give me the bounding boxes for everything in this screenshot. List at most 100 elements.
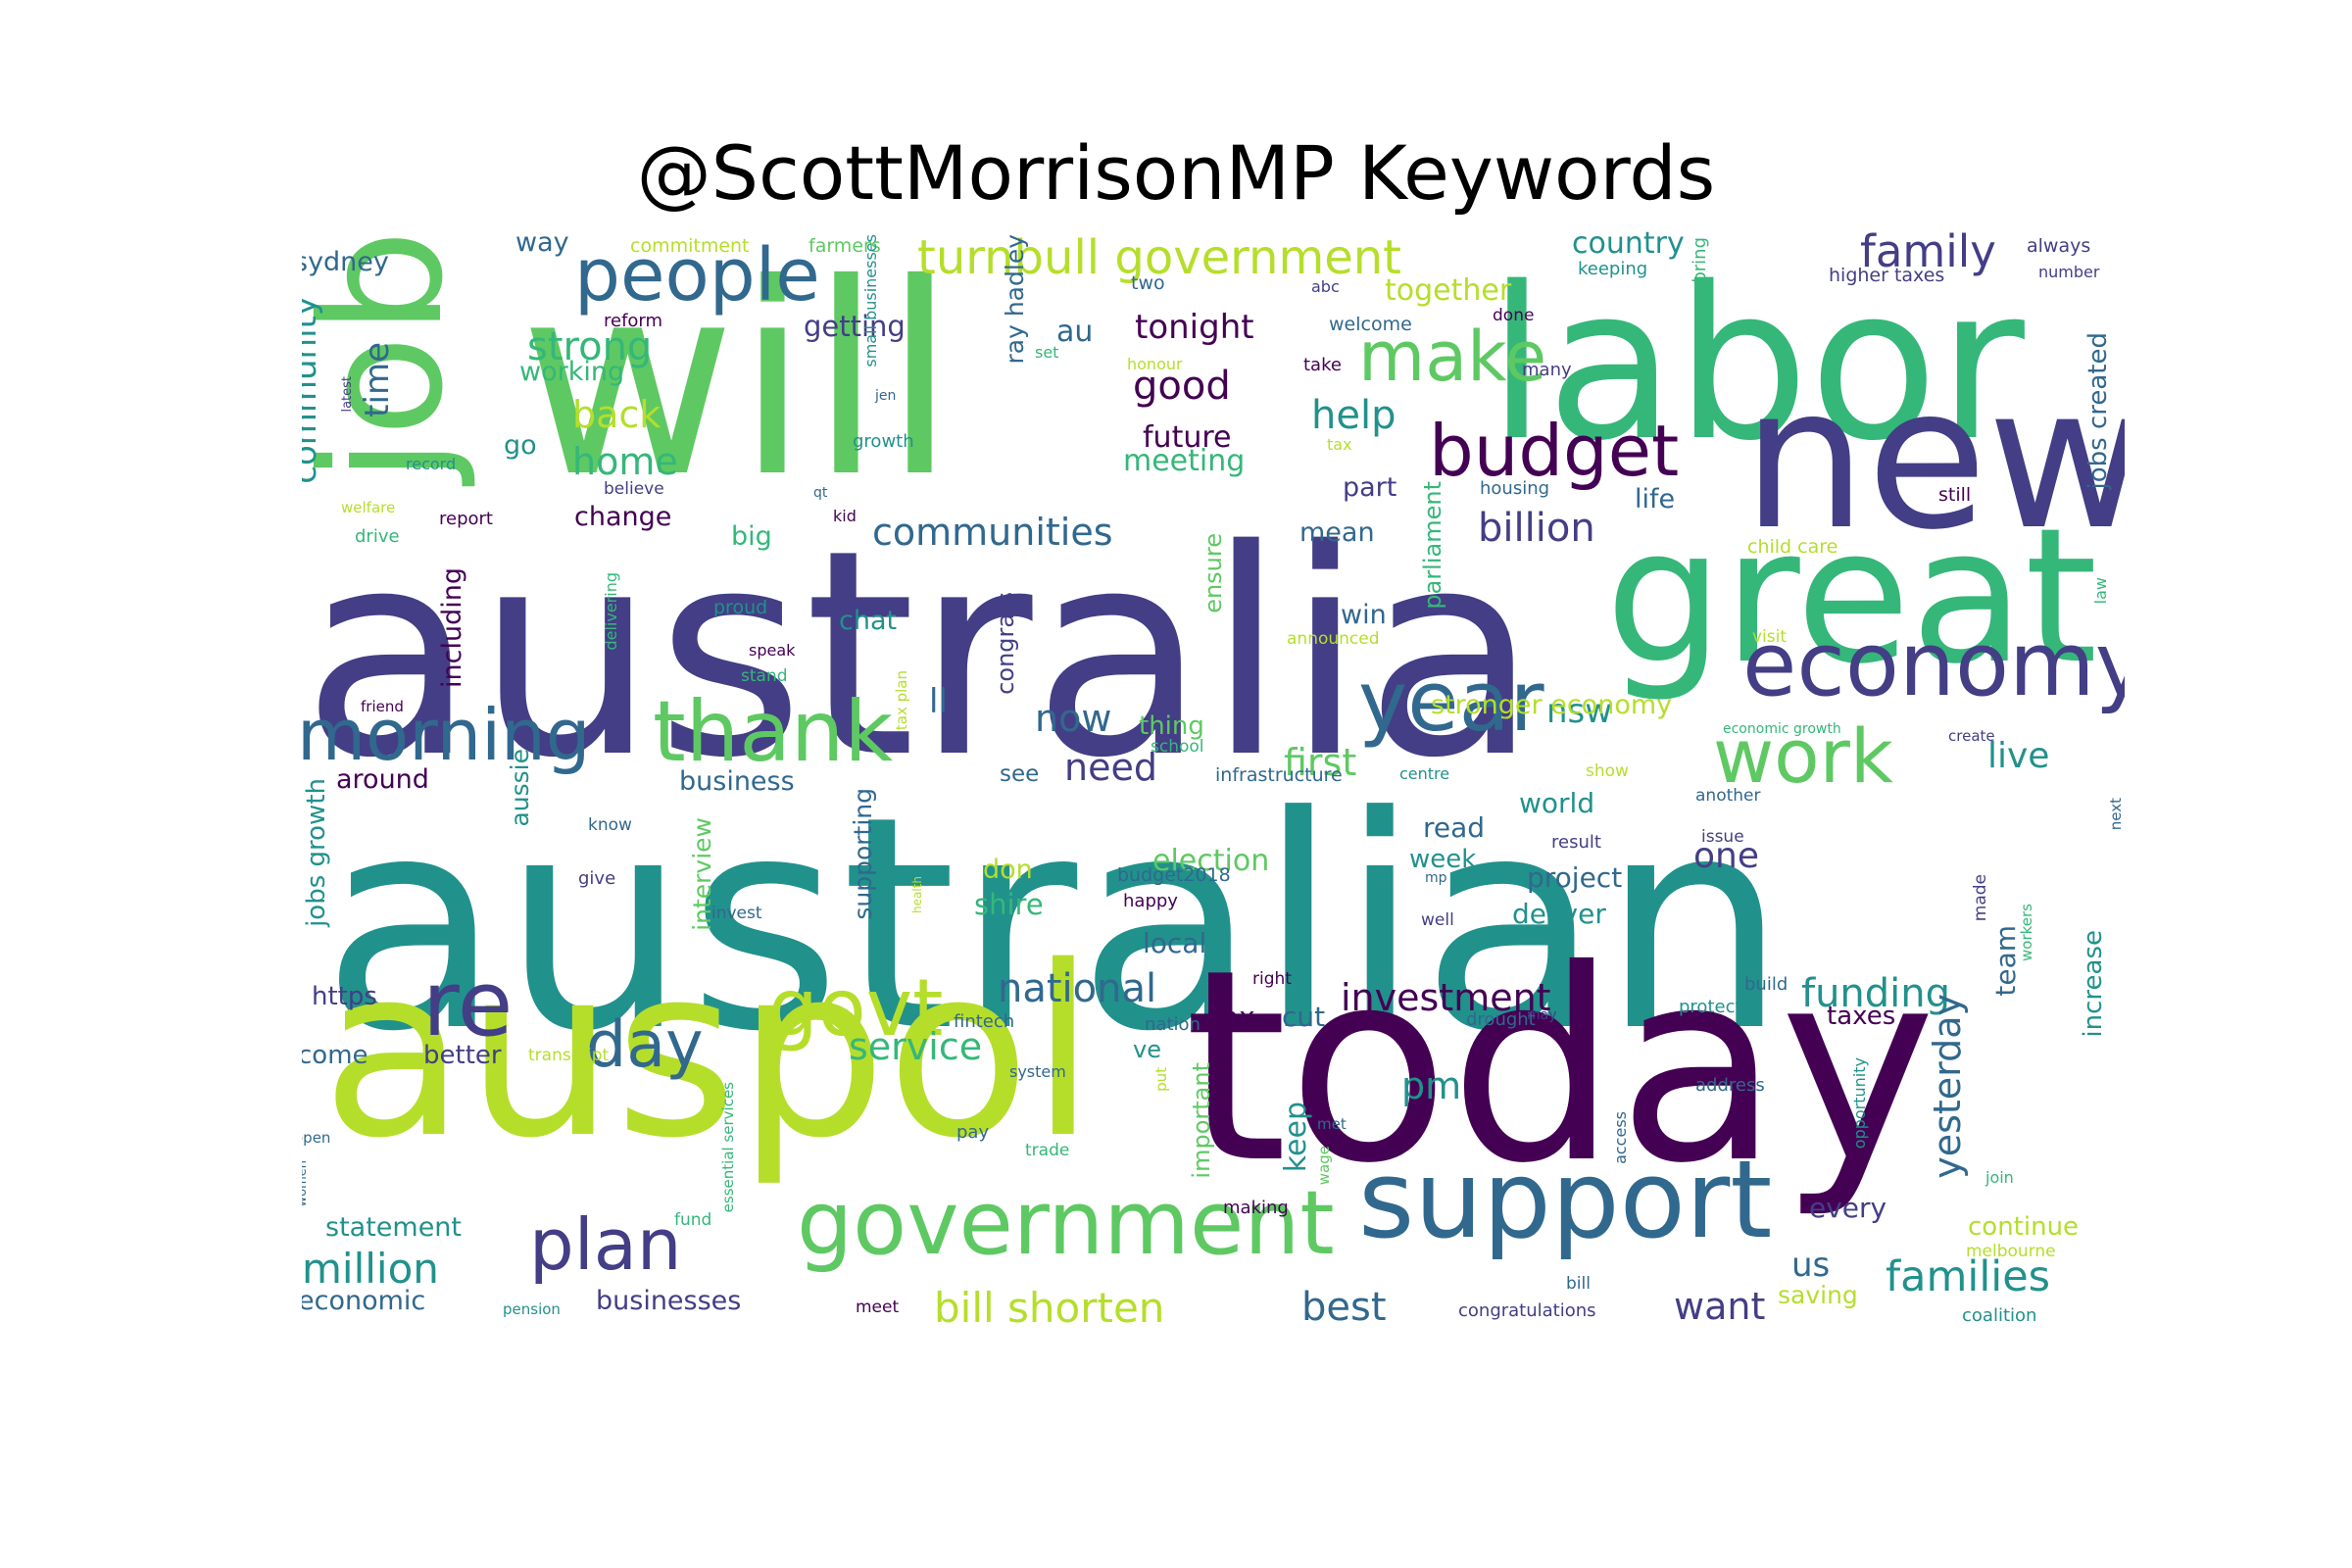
word-people: people [574,233,820,318]
word-parliament: parliament [1419,481,1446,610]
word-keeping: keeping [1578,259,1648,279]
word-bill: bill [1566,1274,1591,1294]
word-speak: speak [749,641,796,660]
word-plan: plan [529,1203,682,1286]
word-auspol: auspol [321,915,1097,1190]
word-nation: nation [1145,1014,1200,1035]
word-congratulations: congratulations [1458,1300,1596,1321]
word-school: school [1151,737,1204,757]
word-service: service [849,1025,983,1068]
word-businesses: businesses [596,1286,742,1316]
word-tonight: tonight [1135,308,1254,347]
word-met: met [1317,1115,1347,1133]
word-new: new [1742,345,2125,573]
word-today: today [1184,912,1936,1221]
word-economic-growth: economic growth [1723,721,1841,737]
word-melbourne: melbourne [1966,1242,2056,1261]
word-coalition: coalition [1962,1305,2037,1326]
word-one: one [1693,836,1759,876]
word-support: support [1358,1137,1773,1262]
word-housing: housing [1480,478,1550,499]
word-well: well [1421,910,1454,930]
word-strong: strong [527,324,653,369]
word-continue: continue [1968,1212,2080,1242]
word-honour: honour [1127,355,1183,373]
word-put: put [1152,1067,1170,1092]
word-system: system [1009,1062,1066,1081]
word-part: part [1343,472,1397,503]
word-making: making [1223,1198,1289,1218]
word-government: government [797,1172,1335,1275]
word-know: know [588,815,632,835]
word-jobs-created: jobs created [2083,332,2113,490]
word-jobs-growth: jobs growth [302,778,331,927]
word-help: help [1311,393,1396,438]
word-work: work [1713,712,1893,800]
word-farmers: farmers [808,235,881,257]
word-qt: qt [813,485,828,501]
word-mean: mean [1299,517,1375,548]
word-mp: mp [1425,870,1447,886]
word-go: go [504,430,537,461]
word-great: great [1605,488,2098,705]
word-result: result [1551,832,1601,853]
word-thank: thank [653,683,894,781]
word-jen: jen [875,388,897,404]
word-better: better [423,1041,502,1070]
word-national: national [998,966,1157,1011]
word-first: first [1284,741,1357,784]
word-small-businesses: small businesses [861,234,880,368]
word-time: time [358,342,397,417]
chart-title: @ScottMorrisonMP Keywords [636,129,1716,217]
word-make: make [1358,317,1547,397]
word-morning: morning [302,694,591,776]
word-workers: workers [2018,904,2035,961]
word-now: now [1035,697,1112,740]
word-take: take [1303,355,1342,375]
word-economy: economy [1742,613,2125,716]
word-us: us [1791,1246,1831,1285]
word-come: come [302,1041,368,1070]
word-australian: australian [321,754,1788,1096]
word-thing: thing [1139,711,1204,741]
word-back: back [572,393,662,436]
word-build: build [1744,974,1788,995]
word-best: best [1301,1285,1387,1330]
word-want: want [1674,1285,1766,1328]
word-opportunity: opportunity [1850,1057,1869,1150]
word-supporting: supporting [849,788,877,920]
word-many: many [1522,360,1572,380]
word-centre: centre [1399,764,1450,783]
word-win: win [1341,600,1387,630]
word-ve: ve [1133,1036,1161,1063]
word-important: important [1188,1062,1215,1179]
word-together: together [1385,273,1512,308]
word-change: change [574,502,672,532]
word-tax: tax [1327,435,1352,454]
word-announced: announced [1287,629,1380,649]
word-increase: increase [2079,930,2108,1038]
word-economic: economic [302,1286,426,1316]
word-congrats: congrats [992,592,1019,695]
word-next: next [2107,798,2125,831]
word-chat: chat [839,606,898,636]
word-funding: funding [1801,971,1951,1016]
word-working: working [519,357,625,387]
word-open: open [302,1129,331,1147]
word-set: set [1035,343,1059,362]
word-made: made [1971,874,1990,922]
word-australia: australia [302,490,1540,820]
word-statement: statement [325,1212,463,1243]
word-budget2018: budget2018 [1117,864,1231,886]
word-ll: ll [929,682,948,721]
word-meeting: meeting [1123,444,1246,478]
word-fintech: fintech [954,1011,1015,1032]
word-getting: getting [804,310,906,343]
word-election: election [1152,844,1270,878]
word-week: week [1409,845,1477,874]
word-give: give [578,868,616,889]
word-believe: believe [604,479,664,499]
word-friend: friend [361,698,404,715]
word-proud: proud [713,597,768,618]
word-two: two [1131,272,1165,294]
